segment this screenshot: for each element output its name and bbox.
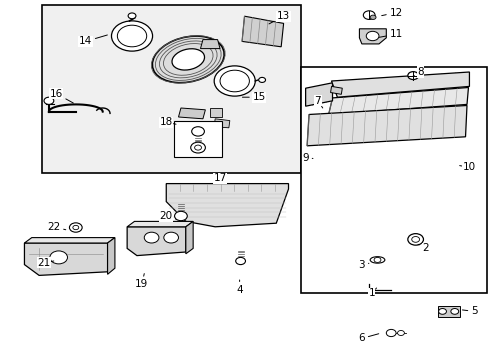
Circle shape [69,223,82,232]
Polygon shape [331,72,468,97]
Text: 12: 12 [381,8,402,18]
Bar [173,121,222,157]
Circle shape [397,330,404,336]
Polygon shape [242,16,283,47]
Polygon shape [127,227,185,256]
Circle shape [438,309,446,314]
Circle shape [174,211,187,221]
Text: 22: 22 [47,222,65,232]
Circle shape [363,11,374,19]
Text: 8: 8 [412,67,423,77]
Polygon shape [166,184,288,227]
Text: 18: 18 [159,117,176,127]
Polygon shape [210,108,222,117]
Text: 11: 11 [379,29,402,39]
Circle shape [163,232,178,243]
Text: 16: 16 [49,89,73,103]
Bar [41,5,300,173]
Polygon shape [185,221,193,254]
Text: 2: 2 [417,243,428,253]
Text: 4: 4 [236,280,243,295]
Circle shape [407,234,423,245]
Text: 13: 13 [268,11,290,24]
Circle shape [191,127,204,136]
Circle shape [366,31,378,41]
Ellipse shape [369,257,384,263]
Polygon shape [24,238,115,243]
Polygon shape [437,306,459,317]
Text: 19: 19 [135,274,148,289]
Circle shape [50,251,67,264]
Circle shape [258,77,265,82]
Polygon shape [359,29,386,44]
Polygon shape [178,108,205,119]
Circle shape [411,237,419,242]
Polygon shape [306,105,466,146]
Polygon shape [328,87,468,114]
Circle shape [144,232,159,243]
Text: 15: 15 [242,92,265,102]
Polygon shape [330,86,342,94]
Text: 20: 20 [160,211,176,221]
Circle shape [214,66,255,96]
Text: 5: 5 [462,306,477,316]
Bar [300,67,486,293]
Circle shape [407,72,418,80]
Polygon shape [24,243,107,275]
Circle shape [235,257,245,265]
Polygon shape [214,119,229,128]
Circle shape [44,97,54,104]
Circle shape [111,21,152,51]
Circle shape [386,329,395,337]
Polygon shape [127,221,193,227]
Text: 17: 17 [213,173,226,183]
Polygon shape [107,238,115,274]
Circle shape [369,15,375,19]
Text: 21: 21 [37,258,54,268]
Text: 10: 10 [459,162,475,172]
Circle shape [373,257,380,262]
Circle shape [128,13,136,19]
Polygon shape [305,83,332,106]
Ellipse shape [152,36,224,83]
Text: 14: 14 [79,35,107,46]
Circle shape [73,225,79,230]
Circle shape [117,25,146,47]
Polygon shape [200,40,220,49]
Text: 7: 7 [314,96,322,108]
Text: 9: 9 [302,153,312,163]
Circle shape [450,309,458,314]
Text: 1: 1 [367,288,376,298]
Circle shape [220,70,249,92]
Circle shape [190,142,205,153]
Text: 6: 6 [358,333,378,343]
Circle shape [194,145,201,150]
Text: 3: 3 [358,260,368,270]
Ellipse shape [172,49,204,70]
